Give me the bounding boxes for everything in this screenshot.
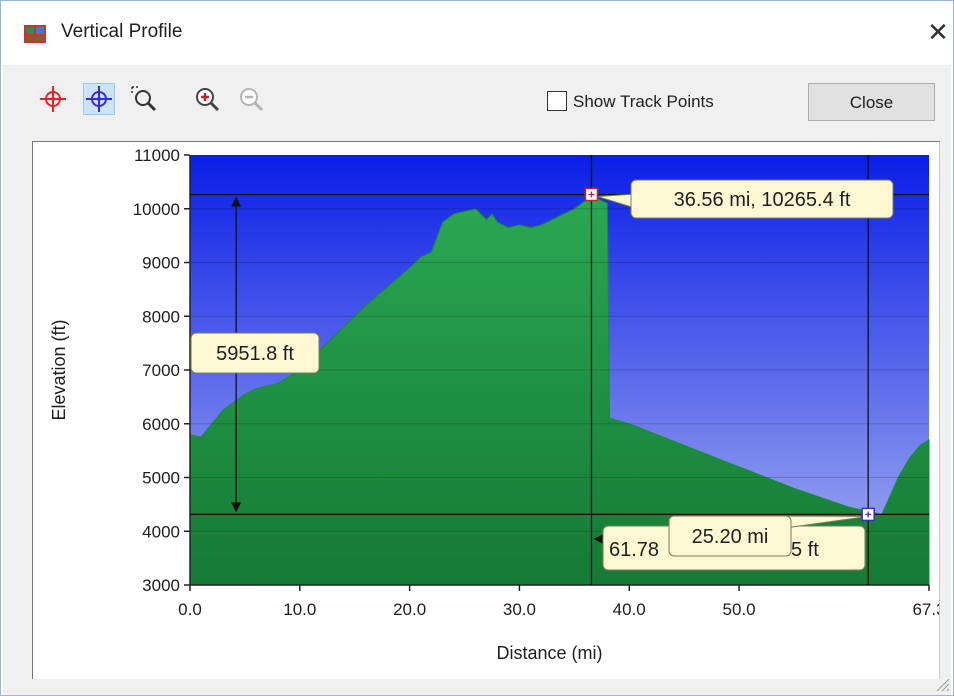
y-tick-label: 3000 <box>142 576 180 595</box>
show-track-points-label: Show Track Points <box>573 92 714 111</box>
show-track-points-checkbox[interactable] <box>547 91 567 111</box>
x-tick-label: 67.3 <box>912 600 939 619</box>
zoom-in-icon[interactable] <box>191 83 223 115</box>
x-tick-label: 0.0 <box>178 600 202 619</box>
x-tick-label: 20.0 <box>393 600 426 619</box>
max-point-callout-text: 36.56 mi, 10265.4 ft <box>674 189 851 211</box>
y-tick-label: 10000 <box>133 200 180 219</box>
app-icon <box>24 25 46 43</box>
x-tick-label: 40.0 <box>613 600 646 619</box>
window-title: Vertical Profile <box>61 21 183 42</box>
y-tick-label: 6000 <box>142 415 180 434</box>
x-tick-label: 30.0 <box>503 600 536 619</box>
close-icon[interactable]: ✕ <box>927 17 949 47</box>
distance-diff-callout-text: 25.20 mi <box>692 526 769 548</box>
resize-grip-icon[interactable] <box>931 673 951 693</box>
elevation-diff-callout-box <box>190 332 320 374</box>
y-tick-label: 7000 <box>142 361 180 380</box>
max-point-callout-box <box>630 179 894 219</box>
elevation-diff-callout-text: 5951.8 ft <box>216 343 294 365</box>
y-axis-title: Elevation (ft) <box>49 319 69 420</box>
x-tick-label: 10.0 <box>283 600 316 619</box>
close-button[interactable]: Close <box>808 83 935 121</box>
crosshair-red-icon[interactable] <box>37 83 69 115</box>
elevation-diff-arrowhead-bottom <box>231 502 242 513</box>
title-bar: Vertical Profile ✕ <box>1 1 953 65</box>
x-axis-title: Distance (mi) <box>496 643 602 663</box>
x-tick-label: 50.0 <box>722 600 755 619</box>
distance-info-callout-right-text: 5 ft <box>791 539 819 561</box>
y-tick-label: 11000 <box>134 146 180 165</box>
y-tick-label: 5000 <box>142 469 180 488</box>
crosshair-blue-icon[interactable] <box>83 83 115 115</box>
vertical-profile-chart[interactable]: 11000 10000 9000 8000 7000 6000 5000 4000 3000 0.… <box>33 142 946 679</box>
chart-panel: 11000 10000 9000 8000 7000 6000 5000 4000 3000 0.… <box>32 141 946 679</box>
distance-diff-arrowhead-left <box>593 534 604 544</box>
y-tick-label: 4000 <box>142 522 180 541</box>
distance-diff-callout-box <box>668 515 792 557</box>
zoom-out-icon[interactable] <box>235 83 267 115</box>
y-tick-label: 8000 <box>142 307 180 326</box>
zoom-box-icon[interactable] <box>129 83 161 115</box>
distance-info-callout-left-text: 61.78 <box>609 539 659 561</box>
terrain-area <box>189 193 930 586</box>
elevation-diff-arrowhead-top <box>231 196 242 207</box>
y-tick-label: 9000 <box>142 254 180 273</box>
